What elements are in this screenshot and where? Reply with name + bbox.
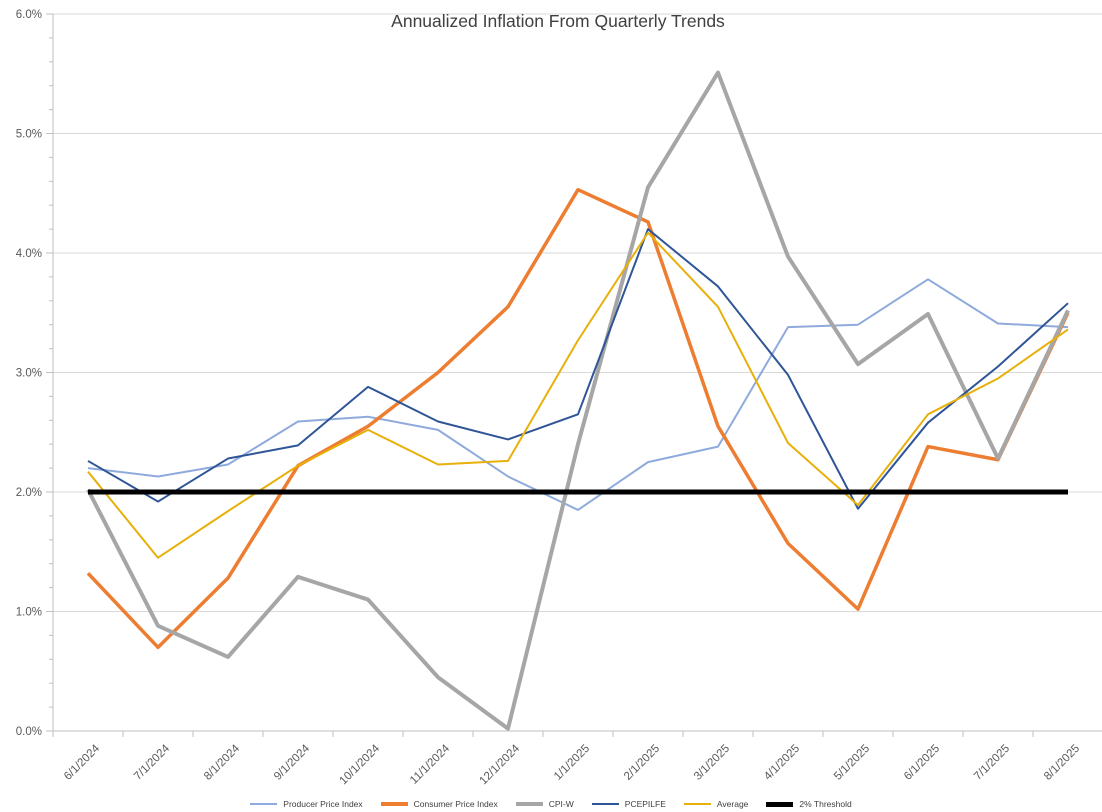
x-axis-label-8-1-2024: 8/1/2024	[202, 742, 243, 783]
y-axis-label-0-0: 0.0%	[16, 726, 42, 738]
x-axis-label-8-1-2025: 8/1/2025	[1042, 743, 1082, 783]
legend-label-producer-price-index: Producer Price Index	[283, 799, 363, 809]
legend-item-producer-price-index: Producer Price Index	[250, 799, 363, 809]
legend-item-cpi-w: CPI-W	[515, 799, 574, 809]
axes	[46, 13, 1102, 737]
y-axis-labels: 0.0% 1.0% 2.0% 3.0% 4.0% 5.0% 6.0%	[16, 9, 42, 738]
x-axis-label-2-1-2025: 2/1/2025	[622, 743, 662, 783]
legend-swatch-producer-price-index	[250, 803, 278, 805]
legend-swatch-average	[683, 803, 711, 805]
chart-legend: Producer Price Index Consumer Price Index…	[0, 799, 1102, 809]
legend-label-consumer-price-index: Consumer Price Index	[413, 799, 498, 809]
x-axis-label-1-1-2025: 1/1/2025	[552, 743, 592, 783]
x-axis-label-10-1-2024: 10/1/2024	[337, 742, 382, 787]
legend-item-average: Average	[683, 799, 749, 809]
legend-item-pcepilfe: PCEPILFE	[591, 799, 666, 809]
x-axis-label-9-1-2024: 9/1/2024	[272, 742, 313, 783]
x-axis-label-5-1-2025: 5/1/2025	[832, 743, 872, 783]
legend-swatch-cpi-w	[515, 802, 543, 806]
x-axis-label-4-1-2025: 4/1/2025	[762, 743, 802, 783]
chart-title: Annualized Inflation From Quarterly Tren…	[391, 11, 725, 31]
series-line-producer-price-index	[87, 278, 1069, 511]
y-axis-label-5-0: 5.0%	[16, 129, 42, 141]
y-axis-label-6-0: 6.0%	[16, 9, 42, 21]
legend-item-2-threshold: 2% Threshold	[766, 799, 852, 809]
legend-swatch-2-threshold	[766, 801, 794, 807]
series-line-pcepilfe	[87, 228, 1069, 510]
legend-label-average: Average	[716, 799, 749, 809]
legend-swatch-pcepilfe	[591, 803, 619, 805]
legend-label-2-threshold: 2% Threshold	[799, 799, 852, 809]
x-axis-labels: 6/1/2024 7/1/2024 8/1/2024 9/1/2024 10/1/202…	[62, 742, 1082, 787]
x-axis-label-12-1-2024: 12/1/2024	[477, 742, 522, 787]
x-axis-label-7-1-2025: 7/1/2025	[972, 743, 1012, 783]
x-axis-label-11-1-2024: 11/1/2024	[408, 742, 452, 786]
x-axis-label-3-1-2025: 3/1/2025	[692, 743, 732, 783]
x-axis-label-6-1-2025: 6/1/2025	[902, 743, 942, 783]
series-line-average	[87, 231, 1069, 559]
legend-label-pcepilfe: PCEPILFE	[624, 799, 666, 809]
y-axis-label-4-0: 4.0%	[16, 248, 42, 260]
legend-label-cpi-w: CPI-W	[548, 799, 574, 809]
legend-item-consumer-price-index: Consumer Price Index	[380, 799, 498, 809]
series-line-consumer-price-index	[86, 187, 1070, 650]
legend-swatch-consumer-price-index	[380, 802, 408, 806]
x-axis-label-6-1-2024: 6/1/2024	[62, 742, 103, 783]
y-axis-label-3-0: 3.0%	[16, 368, 42, 380]
x-axis-label-7-1-2024: 7/1/2024	[132, 742, 173, 783]
series-line-cpi-w	[86, 70, 1070, 731]
y-axis-label-1-0: 1.0%	[16, 607, 42, 619]
series-lines	[86, 70, 1070, 731]
y-axis-label-2-0: 2.0%	[16, 487, 42, 499]
